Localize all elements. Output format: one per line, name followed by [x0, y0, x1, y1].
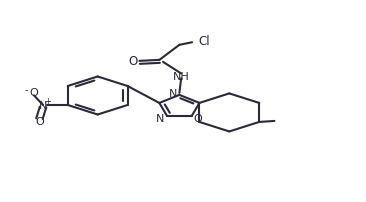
Text: -: - — [24, 85, 28, 95]
Text: N: N — [39, 101, 47, 110]
Text: O: O — [35, 116, 44, 126]
Text: N: N — [156, 114, 165, 124]
Text: O: O — [128, 55, 138, 68]
Text: N: N — [169, 88, 177, 98]
Text: O: O — [193, 114, 202, 124]
Text: +: + — [44, 97, 51, 106]
Text: NH: NH — [173, 72, 190, 81]
Text: O: O — [30, 88, 38, 98]
Text: Cl: Cl — [199, 35, 210, 47]
